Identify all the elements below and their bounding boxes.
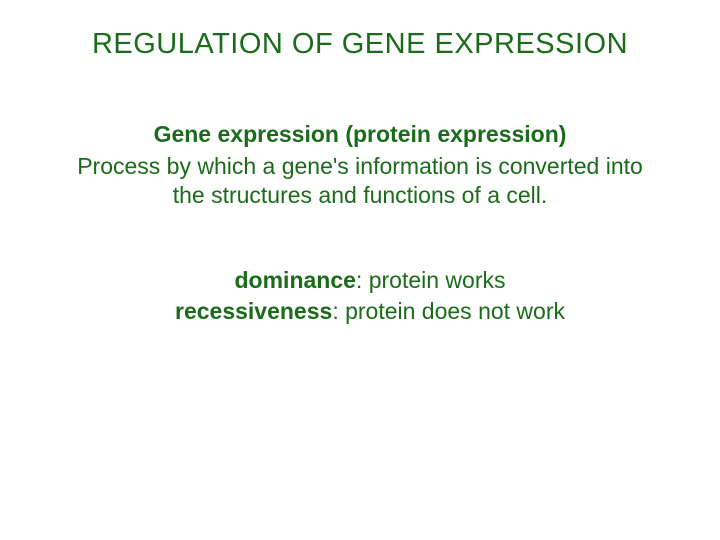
desc-recessiveness: : protein does not work [332, 298, 565, 324]
subtitle: Gene expression (protein expression) [50, 121, 670, 148]
slide-title: REGULATION OF GENE EXPRESSION [50, 28, 670, 61]
definition-row: recessiveness: protein does not work [70, 296, 670, 327]
definitions-block: dominance: protein works recessiveness: … [50, 265, 670, 327]
term-recessiveness: recessiveness [175, 298, 332, 324]
definition-row: dominance: protein works [70, 265, 670, 296]
body-paragraph: Process by which a gene's information is… [50, 152, 670, 210]
term-dominance: dominance [235, 267, 356, 293]
desc-dominance: : protein works [356, 267, 506, 293]
